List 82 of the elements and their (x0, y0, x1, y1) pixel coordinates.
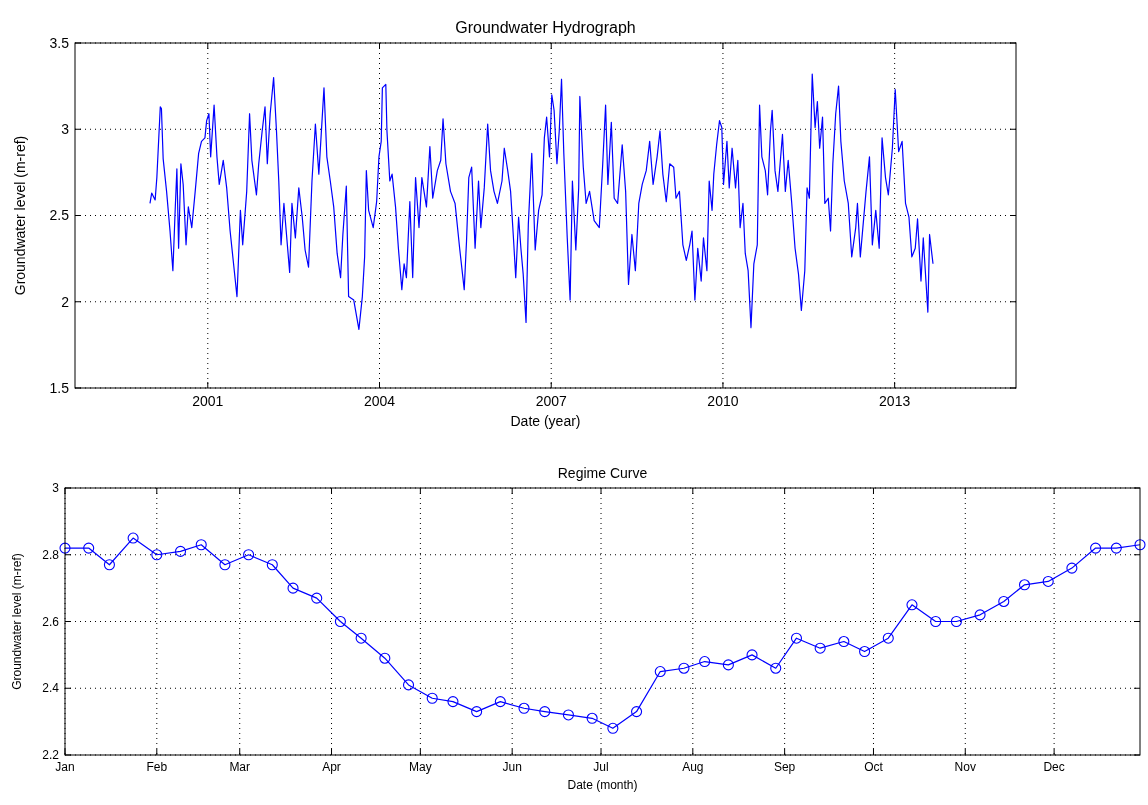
point (447, 696, 459, 708)
point (379, 652, 391, 664)
point (770, 662, 782, 674)
point (59, 542, 71, 554)
y-tick-label: 3.5 (49, 34, 70, 51)
y-tick-label: 3 (61, 121, 70, 138)
point (243, 549, 255, 561)
y-tick-label: 2.8 (42, 547, 60, 562)
point (127, 532, 139, 544)
point (722, 659, 734, 671)
point (790, 632, 803, 644)
x-tick-label: Apr (322, 760, 341, 774)
point (1018, 579, 1031, 591)
point (562, 709, 574, 721)
point (195, 539, 207, 551)
point (174, 545, 187, 557)
point (1090, 542, 1102, 554)
y-axis-title: Groundwater level (m-ref) (12, 135, 28, 296)
point (746, 649, 758, 661)
point (930, 615, 942, 628)
y-tick-label: 1.5 (49, 379, 70, 396)
x-tick-label: Jun (502, 760, 522, 774)
point (402, 679, 415, 691)
point (1110, 542, 1122, 554)
point (83, 542, 95, 554)
y-tick-label: 2.2 (42, 748, 60, 763)
point (426, 692, 438, 704)
point (1134, 539, 1146, 551)
point (1066, 562, 1078, 574)
point (838, 635, 850, 648)
chart-title: Groundwater Hydrograph (455, 19, 636, 36)
chart-title: Regime Curve (557, 465, 648, 481)
point (607, 722, 619, 734)
point (586, 712, 598, 724)
x-tick-label: Feb (146, 760, 168, 774)
point (287, 582, 299, 594)
y-axis-title: Groundwater level (m-ref) (10, 553, 24, 690)
point (631, 706, 643, 718)
x-tick-label: 2013 (879, 393, 911, 409)
y-tick-label: 3 (52, 481, 60, 496)
point (518, 702, 530, 714)
point (311, 592, 323, 604)
point (859, 645, 871, 658)
point (950, 615, 962, 628)
line-series (149, 73, 934, 330)
x-axis-title: Date (year) (510, 413, 581, 429)
point (103, 559, 115, 571)
point (471, 706, 483, 718)
y-tick-label: 2 (61, 293, 70, 310)
point (334, 615, 346, 628)
x-tick-label: Jan (55, 760, 75, 774)
x-tick-label: 2007 (535, 393, 567, 409)
x-tick-label: Sep (773, 760, 796, 774)
x-tick-label: Dec (1043, 760, 1065, 774)
point (699, 656, 711, 668)
x-tick-label: 2010 (707, 393, 739, 409)
point (998, 595, 1010, 608)
x-tick-label: 2004 (363, 393, 396, 409)
x-tick-label: Jul (593, 760, 609, 774)
x-axis-title: Date (month) (567, 778, 638, 792)
x-tick-label: Nov (954, 760, 976, 774)
point (266, 559, 278, 571)
point (882, 632, 894, 644)
y-tick-label: 2.5 (49, 207, 70, 224)
point (494, 696, 506, 708)
point (654, 666, 666, 678)
x-tick-label: 2001 (192, 393, 224, 409)
point (1042, 575, 1054, 587)
point (219, 559, 231, 571)
point (906, 599, 918, 611)
x-tick-label: May (409, 760, 432, 774)
x-tick-label: Aug (682, 760, 704, 774)
y-tick-label: 2.6 (42, 614, 60, 629)
point (355, 632, 367, 644)
point (814, 642, 826, 654)
point (151, 549, 163, 561)
point (974, 609, 986, 621)
x-tick-label: Mar (229, 760, 251, 774)
point (539, 706, 551, 718)
x-tick-label: Oct (864, 760, 884, 774)
point (678, 662, 690, 674)
y-tick-label: 2.4 (42, 681, 60, 696)
